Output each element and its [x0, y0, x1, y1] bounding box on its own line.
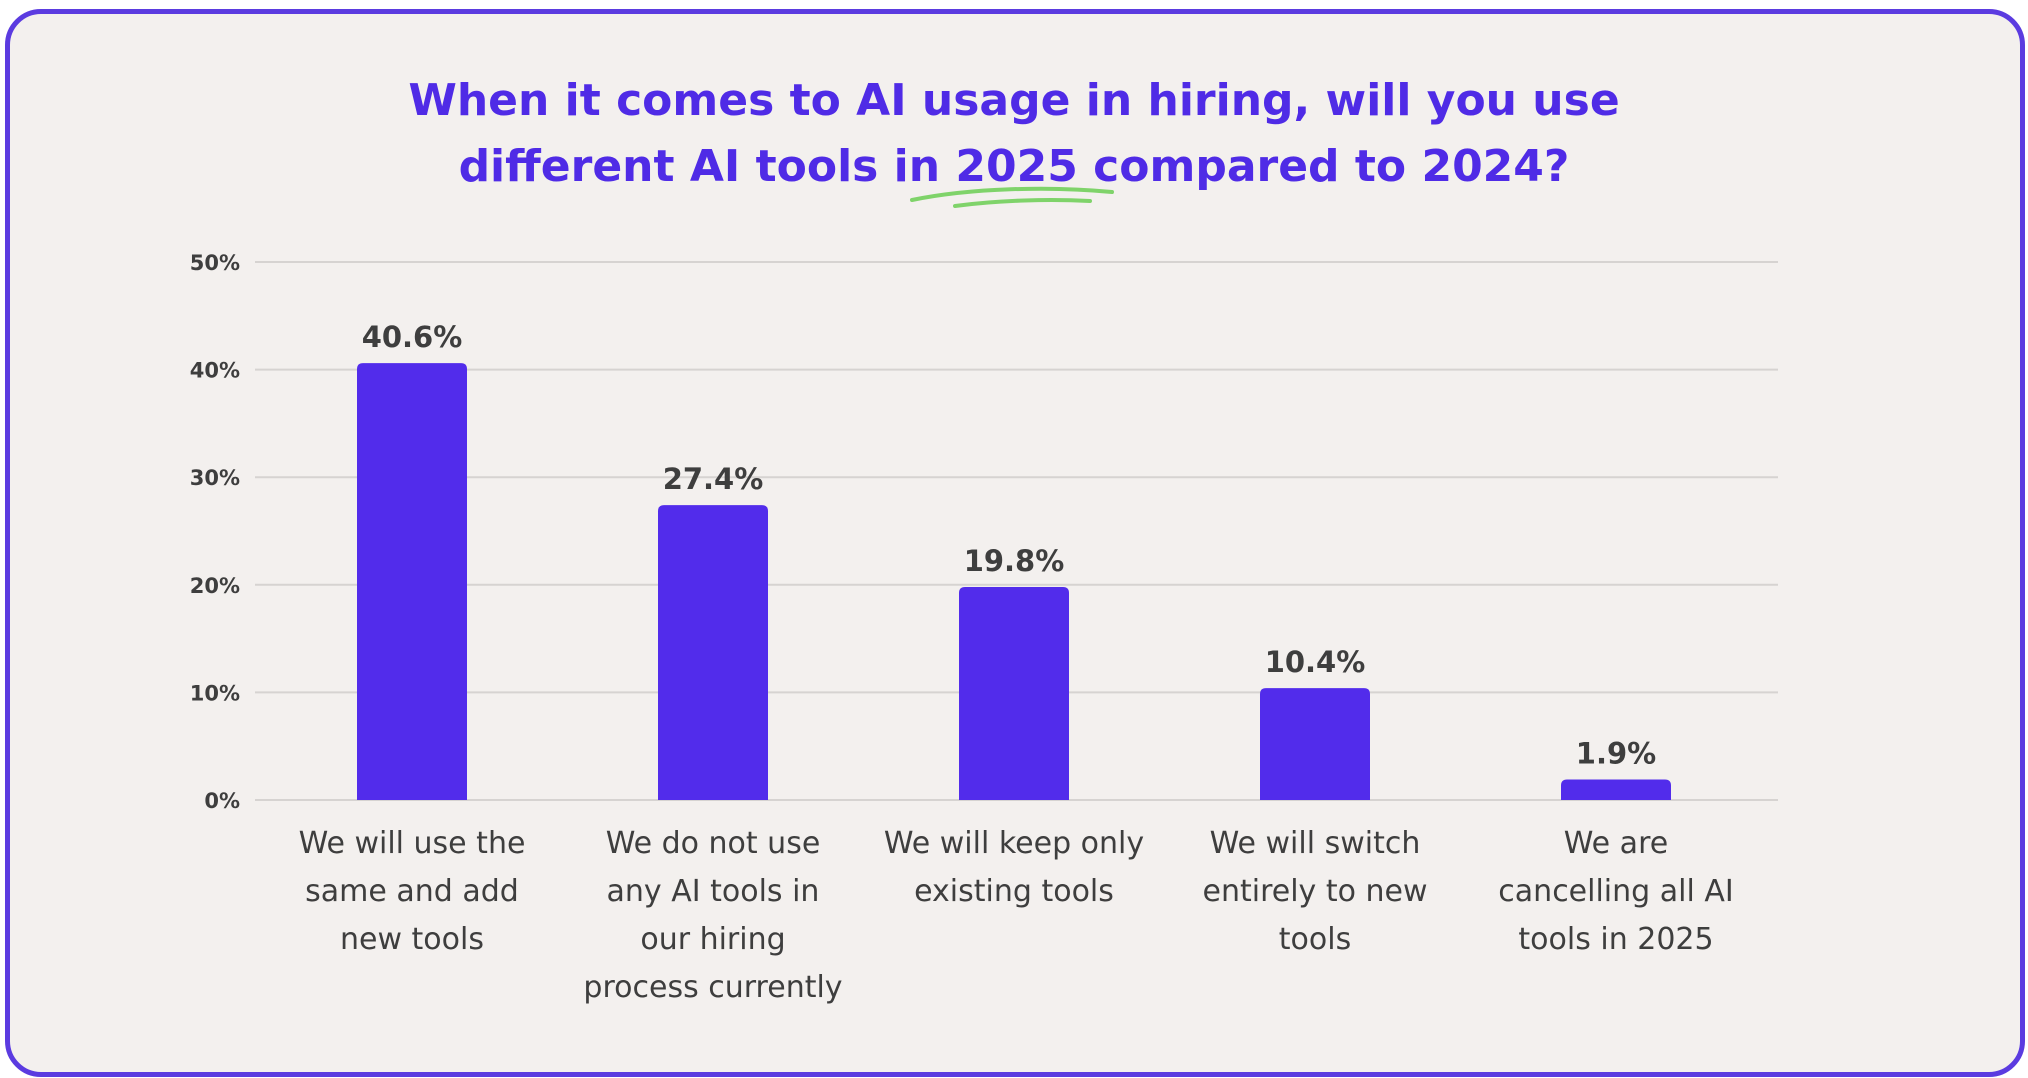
- category-label-line: our hiring: [640, 922, 785, 957]
- y-tick-label: 10%: [190, 681, 240, 705]
- chart-title: When it comes to AI usage in hiring, wil…: [0, 68, 2028, 200]
- y-tick-label: 50%: [190, 251, 240, 275]
- category-label-line: any AI tools in: [607, 874, 820, 909]
- category-label-line: new tools: [340, 922, 484, 957]
- category-label: We will keep only existing tools: [884, 826, 1144, 909]
- bar: [658, 505, 768, 800]
- title-underline: [910, 186, 1114, 208]
- category-label-line: entirely to new: [1203, 874, 1428, 909]
- category-labels: We will use the same and add new tools We d…: [299, 826, 1734, 1005]
- y-axis-ticks: 0% 10% 20% 30% 40% 50%: [190, 251, 240, 813]
- category-label-line: existing tools: [914, 874, 1114, 909]
- chart-card: [5, 9, 2025, 1077]
- data-label: 27.4%: [663, 462, 764, 496]
- chart-title-line-2: different AI tools in 2025 compared to 2…: [458, 141, 1570, 192]
- y-tick-label: 0%: [204, 789, 240, 813]
- category-label: We do not use any AI tools in our hiring pr…: [583, 826, 842, 1005]
- bars: [357, 363, 1671, 800]
- data-label: 19.8%: [964, 544, 1065, 578]
- category-label-line: same and add: [305, 874, 519, 909]
- data-label: 1.9%: [1576, 737, 1656, 771]
- category-label-line: We will keep only: [884, 826, 1144, 861]
- category-label-line: cancelling all AI: [1498, 874, 1733, 909]
- category-label-line: We do not use: [606, 826, 821, 861]
- category-label-line: tools in 2025: [1518, 922, 1713, 957]
- category-label: We will use the same and add new tools: [299, 826, 526, 957]
- category-label-line: We are: [1564, 826, 1668, 861]
- category-label-line: tools: [1279, 922, 1351, 957]
- category-label: We will switch entirely to new tools: [1203, 826, 1428, 957]
- bar: [357, 363, 467, 800]
- category-label: We are cancelling all AI tools in 2025: [1498, 826, 1733, 957]
- data-labels: 40.6% 27.4% 19.8% 10.4% 1.9%: [362, 320, 1657, 770]
- bar: [1561, 779, 1671, 800]
- data-label: 10.4%: [1265, 645, 1366, 679]
- y-tick-label: 20%: [190, 574, 240, 598]
- category-label-line: process currently: [583, 970, 842, 1005]
- data-label: 40.6%: [362, 320, 463, 354]
- bar: [1260, 688, 1370, 800]
- bar: [959, 586, 1069, 800]
- y-tick-label: 30%: [190, 466, 240, 490]
- category-label-line: We will switch: [1210, 826, 1421, 861]
- chart-title-line-1: When it comes to AI usage in hiring, wil…: [408, 75, 1620, 126]
- y-tick-label: 40%: [190, 359, 240, 383]
- category-label-line: We will use the: [299, 826, 526, 861]
